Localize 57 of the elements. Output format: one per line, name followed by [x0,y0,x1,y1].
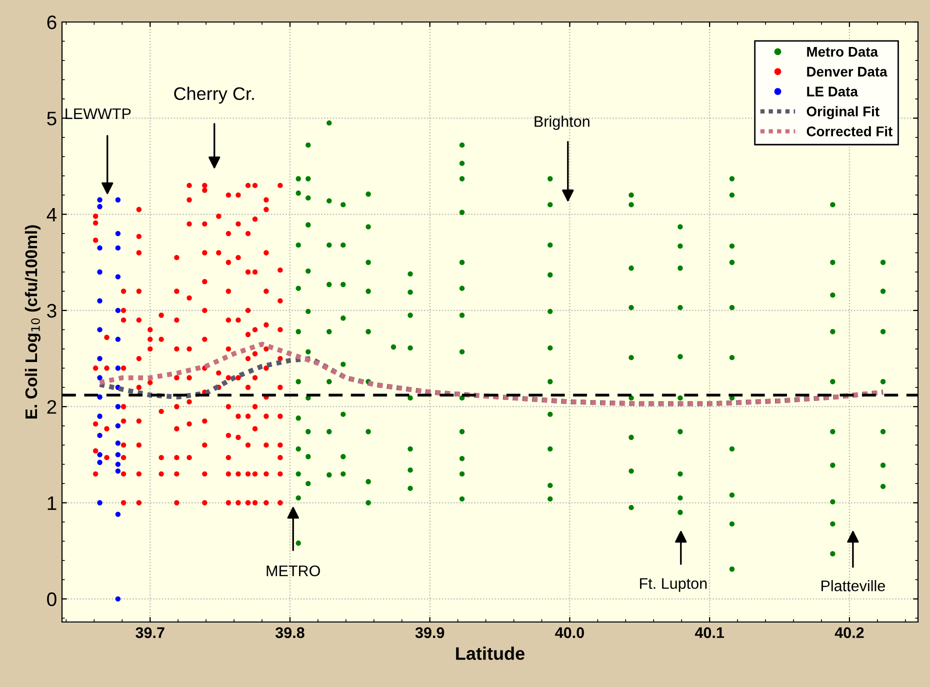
point [97,356,102,362]
point [115,512,121,517]
y-tick-label: 5 [47,112,56,126]
x-tick-label: 39.9 [415,627,444,638]
point [115,197,121,202]
point [97,204,102,210]
point [115,274,121,280]
point [97,269,102,275]
point [97,452,102,458]
point [115,245,121,251]
point [115,462,121,467]
y-tick-label: 4 [46,208,57,222]
point [115,336,121,342]
annotation: LEWWTP [66,108,131,119]
point [115,423,121,428]
x-tick-label: 40.0 [555,627,584,638]
point [97,298,102,304]
legend-label: Original Fit [806,106,880,120]
legend-label: Denver Data [807,66,888,77]
point [97,245,102,251]
point [115,366,121,371]
point [115,452,121,458]
y-tick-label: 6 [47,15,56,30]
annotation: Ft. Lupton [640,578,707,592]
annotation: Cherry Cr. [174,86,254,104]
point [97,500,102,506]
annotation: Brighton [534,116,590,130]
point [97,375,102,380]
point [97,394,102,400]
point [97,414,102,419]
point [115,468,121,474]
legend-label: Metro Data [807,47,878,57]
line-series [97,342,886,406]
y-tick-label: 2 [47,400,56,414]
y-axis-title: E. Coli Log$_{10}$ (cfu/100ml) [24,225,41,418]
x-tick-label: 40.2 [834,627,864,638]
point [115,404,121,410]
y-tick-label: 0 [47,592,56,606]
y-tick-label: 3 [47,304,56,318]
y-tick-label: 1 [48,496,56,510]
x-axis-title: Latitude [456,646,524,660]
x-tick-label: 40.1 [694,627,724,638]
annotation: Platteville [822,580,885,592]
point [115,440,121,446]
line-series [97,356,886,406]
legend-label: LE Data [807,86,858,96]
point [115,596,121,602]
point [115,308,121,314]
point [115,230,121,236]
x-tick-label: 39.8 [275,627,304,638]
point [97,327,102,332]
point [97,432,102,438]
legend-label: Corrected Fit [806,126,892,136]
point [97,460,102,465]
point [97,197,102,202]
annotation: METRO [266,565,320,576]
x-tick-label: 39.7 [136,627,164,638]
